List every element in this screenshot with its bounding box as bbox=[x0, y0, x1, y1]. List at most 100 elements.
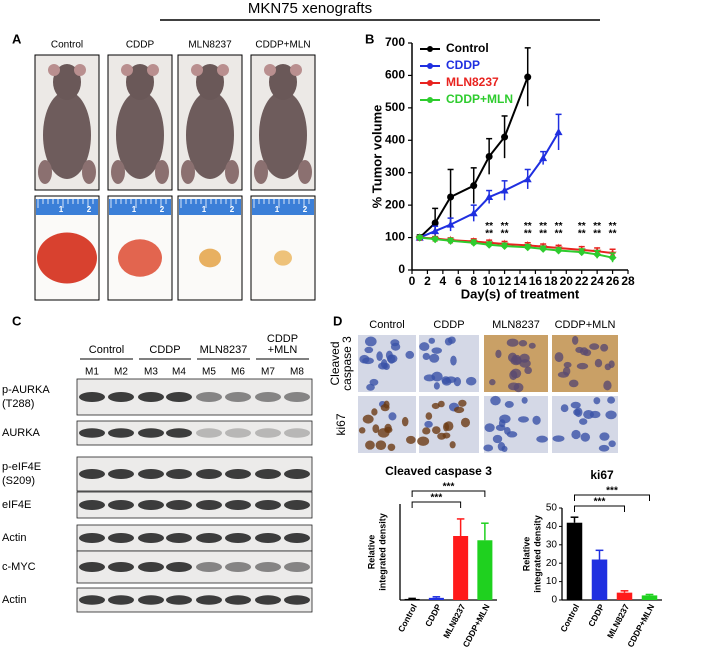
nucleus bbox=[376, 351, 383, 362]
blot-band bbox=[196, 533, 222, 543]
marker bbox=[554, 128, 563, 136]
x-tick-label: Control bbox=[396, 602, 419, 633]
mouse-leg bbox=[254, 160, 268, 184]
blot-band bbox=[108, 562, 134, 572]
row-label: eIF4E bbox=[2, 499, 31, 511]
column-label: Control bbox=[369, 319, 404, 331]
nucleus bbox=[489, 379, 496, 386]
ruler-label: 1 bbox=[202, 205, 207, 214]
lane-label: M2 bbox=[114, 367, 128, 378]
tumor bbox=[118, 239, 162, 277]
nucleus bbox=[442, 432, 451, 439]
blot-band bbox=[108, 500, 134, 510]
nucleus bbox=[417, 436, 430, 446]
nucleus bbox=[521, 397, 528, 404]
significance-label: *** bbox=[443, 482, 455, 493]
marker bbox=[554, 246, 563, 255]
group-label: CDDP bbox=[126, 40, 155, 51]
significance: ** bbox=[555, 221, 563, 232]
ruler-label: 2 bbox=[87, 205, 92, 214]
marker bbox=[431, 227, 440, 235]
row-label: c-MYC bbox=[2, 561, 36, 573]
blot-band bbox=[225, 533, 251, 543]
legend-label: Control bbox=[446, 41, 489, 55]
blot-band bbox=[255, 500, 281, 510]
x-tick-label: CDDP bbox=[586, 602, 606, 628]
marker bbox=[577, 248, 586, 257]
nucleus bbox=[431, 426, 441, 435]
legend-label: MLN8237 bbox=[446, 75, 499, 89]
significance: ** bbox=[485, 228, 493, 239]
y-tick-label: 100 bbox=[385, 230, 405, 244]
tumor bbox=[37, 232, 97, 284]
legend-marker bbox=[427, 46, 433, 52]
marker bbox=[485, 153, 493, 160]
nucleus bbox=[599, 432, 610, 441]
marker bbox=[523, 243, 532, 252]
nucleus bbox=[605, 410, 617, 420]
nucleus bbox=[424, 420, 433, 428]
significance: ** bbox=[593, 221, 601, 232]
nucleus bbox=[593, 397, 601, 405]
nucleus bbox=[518, 340, 528, 347]
significance: ** bbox=[609, 228, 617, 239]
blot-band bbox=[138, 392, 164, 402]
group-label: MLN8237 bbox=[188, 40, 232, 51]
nucleus bbox=[532, 415, 541, 425]
marker bbox=[539, 154, 548, 162]
nucleus bbox=[490, 395, 501, 406]
lane-label: M5 bbox=[202, 367, 216, 378]
ruler-label: 1 bbox=[132, 205, 137, 214]
blot-band bbox=[255, 595, 281, 605]
ruler bbox=[109, 199, 171, 215]
nucleus bbox=[425, 412, 433, 420]
nucleus bbox=[433, 382, 440, 390]
mouse-ear bbox=[264, 64, 276, 76]
significance: ** bbox=[555, 228, 563, 239]
panel-label: D bbox=[333, 313, 342, 328]
ruler-label: 2 bbox=[160, 205, 165, 214]
marker bbox=[608, 253, 617, 262]
blot-band bbox=[255, 533, 281, 543]
x-tick-label: CDDP bbox=[423, 602, 443, 628]
blot-band bbox=[196, 562, 222, 572]
nucleus bbox=[386, 354, 398, 363]
y-tick-label: 50 bbox=[546, 503, 558, 514]
blot-band bbox=[225, 562, 251, 572]
x-tick-label: 26 bbox=[606, 274, 620, 288]
nucleus bbox=[377, 362, 388, 370]
marker bbox=[485, 193, 494, 201]
mouse-head bbox=[269, 64, 297, 100]
nucleus bbox=[449, 441, 456, 449]
tumor bbox=[274, 250, 292, 266]
significance: ** bbox=[578, 221, 586, 232]
bar bbox=[453, 536, 469, 600]
nucleus bbox=[510, 356, 522, 366]
chart-title: ki67 bbox=[590, 468, 614, 482]
significance-label: *** bbox=[431, 493, 443, 504]
x-tick-label: 10 bbox=[482, 274, 496, 288]
blot-band bbox=[79, 392, 105, 402]
nucleus bbox=[576, 362, 589, 370]
nucleus bbox=[504, 400, 514, 408]
nucleus bbox=[579, 418, 588, 425]
significance: ** bbox=[593, 228, 601, 239]
y-axis-label: Relative bbox=[366, 535, 376, 570]
bar bbox=[616, 592, 633, 600]
blot-band bbox=[196, 392, 222, 402]
mouse-leg bbox=[111, 160, 125, 184]
lane-label: M1 bbox=[85, 367, 99, 378]
nucleus bbox=[429, 353, 440, 363]
blot-band bbox=[225, 428, 251, 438]
row-label: Cleaved bbox=[328, 341, 342, 385]
panel-label: C bbox=[12, 313, 22, 328]
blot-band bbox=[284, 428, 310, 438]
mouse-head bbox=[53, 64, 81, 100]
group-label: CDDP bbox=[149, 344, 180, 356]
nucleus bbox=[442, 422, 450, 432]
nucleus bbox=[510, 368, 522, 379]
y-tick-label: 400 bbox=[385, 132, 405, 146]
x-tick-label: 24 bbox=[590, 274, 604, 288]
lane-label: M7 bbox=[261, 367, 275, 378]
y-tick-label: 10 bbox=[546, 576, 558, 587]
